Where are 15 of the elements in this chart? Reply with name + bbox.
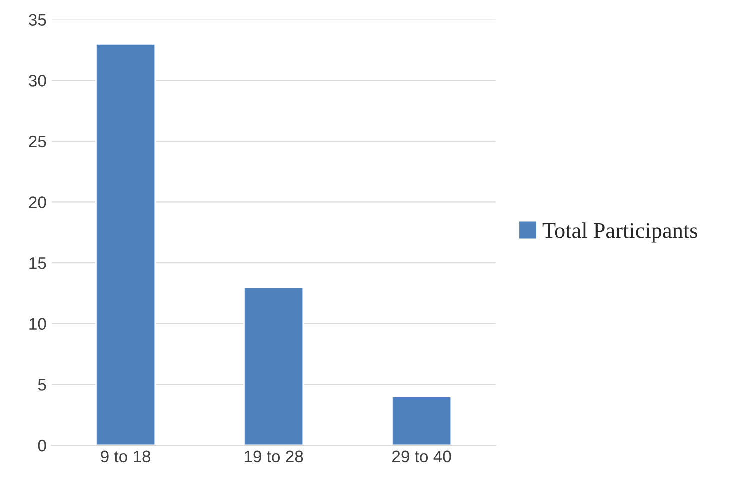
- y-tick-label: 5: [38, 379, 46, 391]
- y-tick-label: 30: [29, 75, 46, 87]
- y-tick-label: 15: [30, 258, 46, 270]
- y-tick-label: 35: [29, 14, 46, 26]
- legend-label: Total Participants: [542, 222, 698, 243]
- x-tick-label: 19 to 28: [244, 450, 304, 463]
- x-tick-label: 29 to 40: [392, 450, 452, 463]
- y-tick-label: 10: [30, 318, 46, 330]
- bar: [392, 396, 452, 446]
- bar: [244, 286, 304, 446]
- y-tick-label: 0: [38, 440, 46, 452]
- bar: [96, 43, 156, 446]
- y-tick-label: 20: [29, 196, 46, 208]
- y-tick-label: 25: [29, 136, 46, 148]
- x-tick-label: 9 to 18: [101, 450, 151, 463]
